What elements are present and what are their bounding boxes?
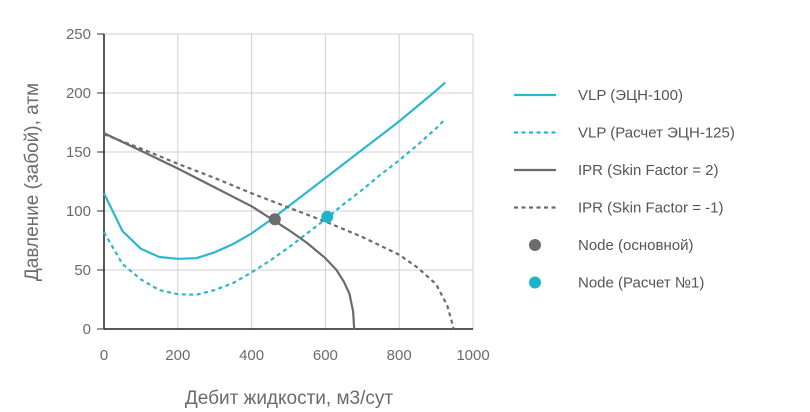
legend-label: Node (основной) (578, 237, 693, 254)
x-tick-label: 600 (313, 347, 338, 364)
x-tick-label: 200 (165, 347, 190, 364)
x-tick-label: 0 (100, 347, 108, 364)
node-point-1 (268, 213, 281, 226)
legend-node-marker-2 (529, 276, 541, 289)
series-layer (103, 81, 455, 330)
legend-label: Node (Расчет №1) (578, 275, 704, 292)
y-tick-label: 150 (66, 144, 91, 161)
y-tick-label: 250 (66, 26, 91, 43)
y-tick-label: 200 (66, 85, 91, 102)
x-tick-label: 800 (387, 347, 412, 364)
series-line-1 (103, 81, 447, 260)
legend: VLP (ЭЦН-100) VLP (Расчет ЭЦН-125) IPR (Sk… (514, 87, 735, 292)
series-line-4 (103, 133, 455, 330)
legend-label: VLP (ЭЦН-100) (578, 87, 683, 104)
series-line-3 (103, 132, 356, 330)
x-tick-label: 400 (239, 347, 264, 364)
x-tick-label: 1000 (456, 347, 489, 364)
legend-node-marker-1 (529, 239, 541, 251)
grid (103, 33, 474, 330)
y-tick-label: 100 (66, 203, 91, 220)
series-line-2 (103, 118, 447, 296)
node-point-2 (321, 210, 334, 223)
y-tick-label: 50 (74, 262, 91, 279)
legend-label: IPR (Skin Factor = -1) (578, 200, 723, 217)
y-axis-title: Давление (забой), атм (22, 83, 43, 281)
axes: 0 200 400 600 800 1000 0 50 100 150 200 250 (66, 26, 490, 364)
legend-label: IPR (Skin Factor = 2) (578, 162, 718, 179)
nodes-layer (268, 210, 334, 226)
legend-label: VLP (Расчет ЭЦН-125) (578, 125, 735, 142)
x-axis-title: Дебит жидкости, м3/сут (185, 388, 393, 409)
y-tick-label: 0 (83, 321, 91, 338)
